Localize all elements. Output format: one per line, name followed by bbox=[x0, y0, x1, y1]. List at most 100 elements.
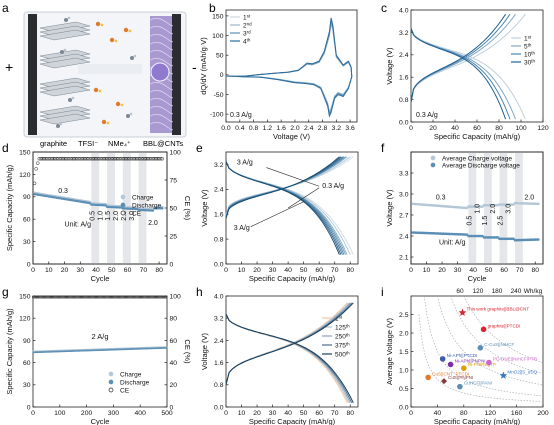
cation-icon bbox=[133, 54, 137, 58]
y-axis-label: Voltage (V) bbox=[200, 332, 209, 370]
cation-icon bbox=[56, 124, 60, 128]
y-tick-label: 150 bbox=[19, 293, 31, 300]
x-tick-label: 3.2 bbox=[332, 125, 342, 132]
point-label: Ni-APh||PNPNI bbox=[455, 358, 486, 363]
y-tick-label: 0.0 bbox=[399, 119, 409, 126]
y-tick-label: 2.4 bbox=[399, 233, 409, 240]
discharge-curve bbox=[225, 161, 345, 255]
x-tick-label: 0 bbox=[224, 410, 228, 417]
x-tick-label: 2.0 bbox=[290, 125, 300, 132]
legend-marker bbox=[108, 379, 114, 385]
rate-label: 2.5 bbox=[498, 216, 505, 226]
bbl-particle bbox=[150, 62, 170, 82]
discharge-voltage-point bbox=[537, 238, 540, 241]
x-tick-label: 30 bbox=[269, 267, 277, 274]
cnt-wire bbox=[149, 26, 173, 35]
x-tick-label: 60 bbox=[473, 125, 481, 132]
top-axis-label: Wh/kg bbox=[524, 288, 543, 295]
chart-b-dqdv: 0.0 0.4 0.8 1.2 1.6 2.0 2.4 2.8 3.2 3.6 -100 -50 0 50… bbox=[199, 9, 358, 141]
cation-label: NMe₄⁺ bbox=[108, 139, 131, 148]
legend-marker bbox=[120, 194, 126, 200]
ce-point bbox=[35, 161, 40, 165]
rate-label: 1.5 bbox=[482, 216, 489, 226]
rate-band bbox=[91, 152, 100, 264]
x-axis-label: Specific Capacity (mAh/g) bbox=[249, 417, 336, 425]
chart-g-long-cycling: 0 100 200 300 400 5000306090120150CycleSpecif… bbox=[5, 293, 192, 425]
charge-voltage-point bbox=[537, 202, 540, 206]
cathode-label: BBL@CNTs bbox=[143, 139, 183, 148]
x-tick-label: 70 bbox=[516, 267, 524, 274]
x-tick-label: 50 bbox=[485, 267, 493, 274]
y2-tick-label: 25 bbox=[170, 233, 178, 240]
rate-label: 2.0 bbox=[490, 204, 497, 214]
x-tick-label: 120 bbox=[485, 410, 497, 417]
circle-marker bbox=[425, 374, 431, 381]
rate-label: 0.5 bbox=[467, 216, 474, 226]
y-tick-label: 1.6 bbox=[214, 212, 224, 219]
rate-label: 0.5 bbox=[89, 211, 96, 221]
x-tick-label: 40 bbox=[284, 267, 292, 274]
x-axis-label: Specific Capacity (mAh/g) bbox=[249, 274, 336, 283]
rate-band bbox=[483, 152, 492, 264]
anion-icon bbox=[128, 29, 132, 33]
legend-marker bbox=[108, 387, 114, 393]
legend-label-suffix: th bbox=[531, 50, 535, 55]
y2-tick-label: 60 bbox=[170, 338, 178, 345]
rate-label: 2.0 bbox=[148, 220, 158, 227]
point-label: Ni-APh||PTCDI bbox=[447, 353, 478, 358]
y-tick-label: 30 bbox=[23, 382, 31, 389]
legend-label-suffix: nd bbox=[247, 21, 253, 26]
x-tick-label: 3.6 bbox=[345, 125, 355, 132]
charge-curve bbox=[410, 13, 507, 103]
legend-marker bbox=[120, 202, 126, 208]
x-tick-label: 100 bbox=[54, 410, 66, 417]
plus-sign: + bbox=[5, 59, 13, 75]
legend-label: CE bbox=[132, 210, 142, 217]
legend-label: Charge bbox=[120, 371, 142, 378]
ions bbox=[56, 16, 137, 128]
ce-point bbox=[160, 156, 165, 161]
top-tick-label: 180 bbox=[492, 288, 503, 295]
cnt-wires bbox=[149, 18, 173, 131]
panel-letter-i: i bbox=[381, 285, 384, 299]
legend-label: CE bbox=[120, 387, 130, 394]
annotation: 0.3 A/g bbox=[416, 112, 438, 119]
y-tick-label: 0.8 bbox=[399, 97, 409, 104]
legend-label-suffix: st bbox=[247, 13, 251, 18]
anion-icon bbox=[120, 103, 124, 107]
top-tick-label: 60 bbox=[456, 288, 464, 295]
discharge-point bbox=[104, 204, 107, 207]
glass-vessel bbox=[23, 11, 187, 138]
legend-label: 375th bbox=[335, 341, 350, 349]
y-tick-label: 2.0 bbox=[399, 330, 409, 337]
y-tick-label: 0.8 bbox=[214, 237, 224, 244]
legend-label: 500th bbox=[335, 350, 350, 358]
y-tick-label: 4.0 bbox=[399, 7, 409, 14]
cnt-wire bbox=[149, 58, 173, 67]
annotation-arrow bbox=[266, 167, 320, 187]
y-tick-label: 60 bbox=[23, 360, 31, 367]
annotation-arrow bbox=[250, 201, 304, 227]
circle-marker bbox=[447, 361, 454, 368]
plot-frame bbox=[225, 9, 358, 123]
legend-label-suffix: rd bbox=[247, 29, 251, 34]
y-tick-label: 0.0 bbox=[399, 404, 409, 411]
unit-label: Unit: A/g bbox=[439, 239, 466, 246]
y-tick-label: 60 bbox=[23, 217, 31, 224]
panel-letter-d: d bbox=[2, 141, 9, 155]
point-label: Ni-PNPNI||TP bbox=[468, 362, 496, 367]
y-tick-label: 90 bbox=[23, 338, 31, 345]
point-label: PQ-DNE||NiHCF/PTB bbox=[493, 357, 537, 362]
cnt-wire bbox=[149, 98, 173, 107]
cation-icon bbox=[68, 98, 72, 102]
x-tick-label: 20 bbox=[438, 267, 446, 274]
y-tick-label: 3.2 bbox=[214, 316, 224, 323]
plot-frame bbox=[410, 151, 544, 265]
legend-label: 1st bbox=[524, 34, 532, 42]
x-tick-label: 100 bbox=[515, 125, 527, 132]
y-tick-label: 1.0 bbox=[399, 367, 409, 374]
x-tick-label: 0 bbox=[409, 125, 413, 132]
rate-band bbox=[468, 152, 477, 264]
legend-marker bbox=[120, 210, 126, 216]
point-label: This work graphite||BBL@CNT bbox=[466, 307, 529, 312]
